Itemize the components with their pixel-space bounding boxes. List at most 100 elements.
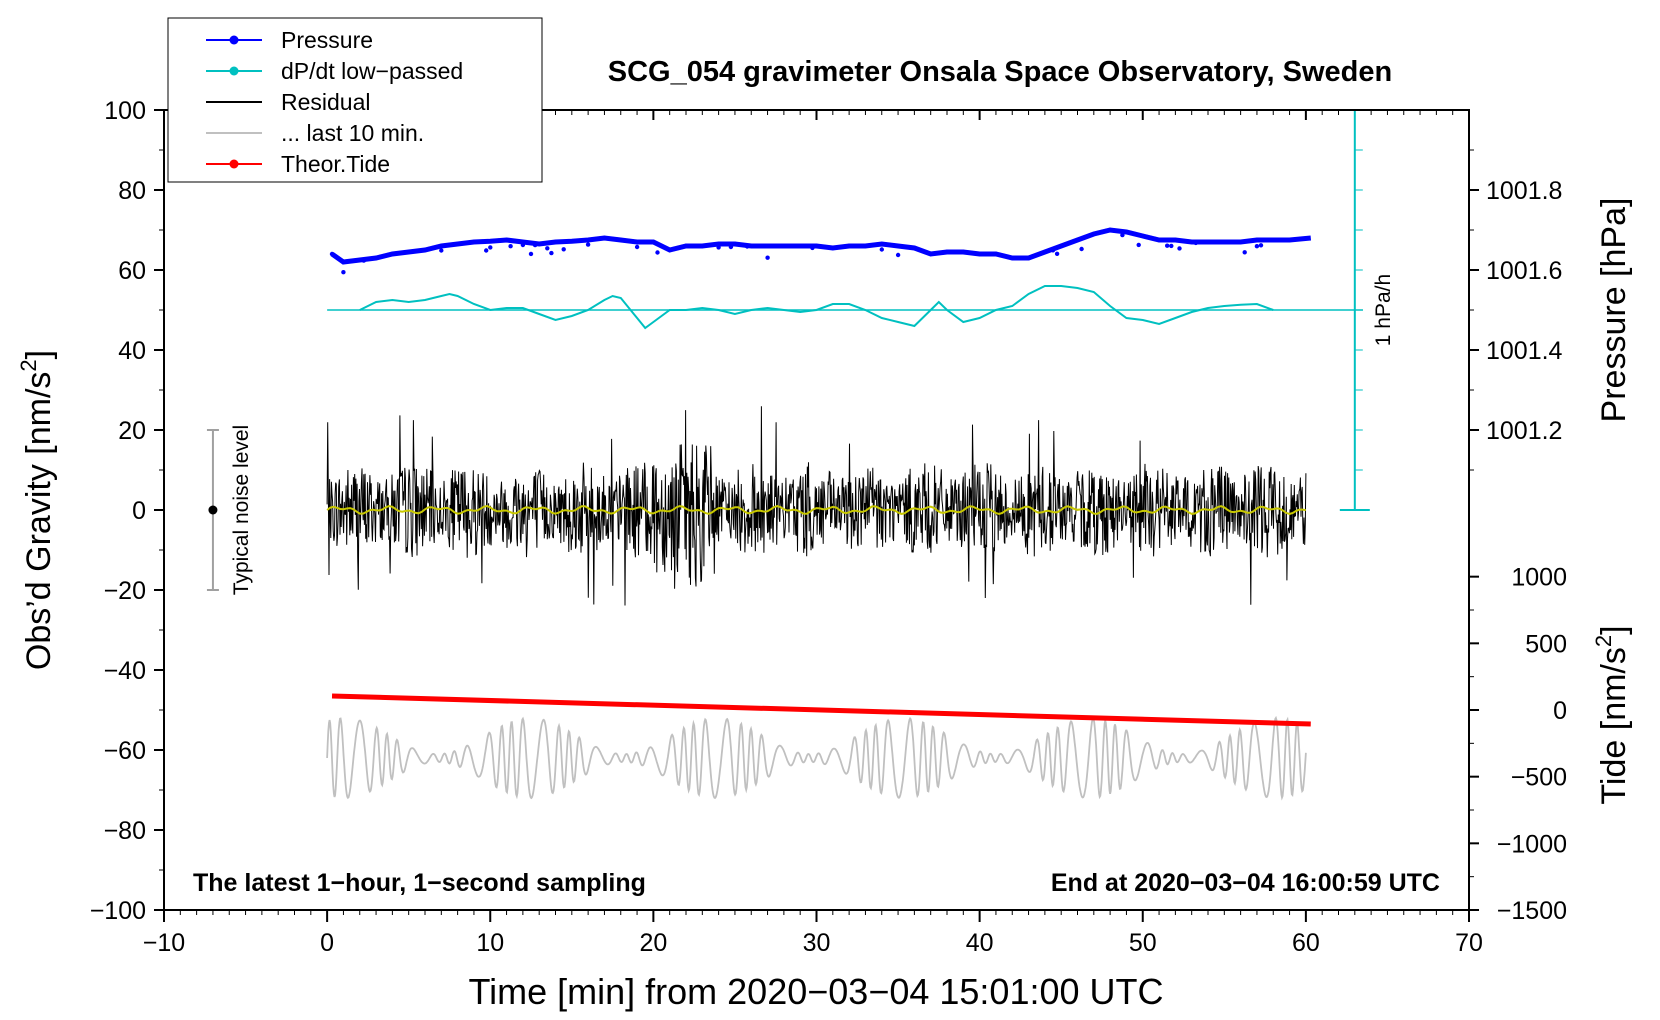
pressure-point (618, 237, 623, 243)
pressure-point (459, 241, 464, 246)
pressure-point (1030, 254, 1035, 259)
pressure-point (1258, 243, 1264, 248)
pressure-point (496, 238, 501, 243)
pressure-point (924, 250, 929, 255)
pressure-tick-label: 1001.6 (1486, 257, 1562, 285)
pressure-point (1018, 255, 1023, 261)
pressure-point (724, 241, 729, 247)
tick-labels: −10 0 10 20 30 40 50 60 70100806040200−20−40−60−… (90, 97, 1567, 957)
pressure-point (1034, 252, 1039, 258)
pressure-point (1230, 239, 1235, 245)
pressure-point (671, 246, 676, 252)
pressure-point (528, 251, 534, 257)
pressure-point (1014, 255, 1019, 261)
pressure-point (1283, 237, 1288, 243)
pressure-point (940, 250, 946, 255)
pressure-point (700, 243, 705, 249)
pressure-point (390, 251, 395, 257)
pressure-point (683, 243, 689, 249)
pressure-point (1099, 229, 1105, 235)
pressure-point (1046, 248, 1052, 253)
pressure-point (667, 247, 672, 253)
pressure-point (928, 251, 933, 257)
pressure-point (961, 249, 966, 255)
pressure-point (410, 249, 415, 254)
pressure-point (916, 247, 921, 252)
pressure-point (361, 258, 366, 263)
x-tick-label: 60 (1292, 929, 1320, 957)
tide-tick-label: −1500 (1497, 897, 1567, 925)
x-tick-label: −10 (143, 929, 185, 957)
pressure-point (830, 245, 835, 251)
pressure-point (1059, 243, 1064, 249)
pressure-point (679, 244, 685, 250)
pressure-tick-label: 1001.4 (1486, 337, 1563, 365)
legend-items: Pressure dP/dt low−passed Residual ... last… (206, 27, 463, 177)
pressure-point (793, 243, 799, 249)
pressure-point (341, 270, 346, 275)
pressure-point (349, 258, 354, 264)
pressure-point (500, 238, 505, 243)
pressure-point (1193, 240, 1199, 246)
pressure-point (1156, 237, 1162, 243)
pressure-point (1185, 239, 1190, 244)
pressure-point (338, 257, 343, 263)
pressure-point (471, 239, 477, 245)
pressure-point (1038, 251, 1044, 256)
pressure-point (561, 247, 566, 252)
pressure-point (969, 250, 974, 256)
pressure-tick-label: 1001.2 (1486, 417, 1562, 445)
pressure-point (455, 241, 460, 247)
pressure-point (842, 244, 848, 249)
pressure-point (871, 242, 876, 248)
y-axis-label-left: Obs’d Gravity [nm/s2] (16, 350, 58, 670)
pressure-point (626, 238, 632, 244)
pressure-point (887, 242, 893, 248)
pressure-point (965, 250, 970, 255)
pressure-point (353, 258, 358, 263)
pressure-point (1214, 239, 1219, 245)
pressure-point (398, 250, 403, 256)
pressure-point (431, 245, 436, 251)
pressure-point (1022, 255, 1027, 261)
pressure-point (1103, 228, 1109, 234)
last-10-min-line (326, 715, 1307, 801)
pressure-point (1205, 239, 1211, 245)
pressure-point (708, 242, 713, 248)
pressure-point (1144, 234, 1150, 240)
pressure-point (610, 236, 615, 242)
annotation-end-time: End at 2020−03−04 16:00:59 UTC (1051, 869, 1440, 897)
y-tick-label: −20 (104, 577, 146, 605)
pressure-point (740, 242, 746, 248)
pressure-point (789, 243, 795, 249)
y-tick-label: −60 (104, 737, 146, 765)
pressure-point (357, 257, 362, 263)
y-tick-label: −100 (90, 897, 146, 925)
x-tick-label: 20 (639, 929, 667, 957)
pressure-point (675, 245, 680, 251)
pressure-point (1116, 228, 1121, 234)
legend-label: ... last 10 min. (281, 120, 424, 146)
pressure-point (373, 255, 379, 261)
pressure-point (638, 239, 644, 245)
pressure-point (634, 244, 640, 250)
pressure-point (1201, 239, 1207, 245)
pressure-point (1209, 239, 1215, 245)
pressure-point (598, 236, 603, 241)
pressure-point (1267, 237, 1272, 243)
pressure-point (545, 246, 550, 251)
pressure-point (1287, 237, 1292, 243)
pressure-point (467, 240, 473, 245)
pressure-point (761, 243, 766, 249)
pressure-point (908, 245, 913, 250)
pressure-point (443, 243, 448, 248)
pressure-point (957, 249, 962, 255)
pressure-point (382, 253, 387, 259)
pressure-point (867, 243, 872, 248)
legend-box (167, 17, 543, 183)
residual-line (326, 406, 1307, 606)
chart-title: SCG_054 gravimeter Onsala Space Observat… (608, 56, 1392, 88)
pressure-point (818, 244, 823, 249)
pressure-point (904, 244, 909, 250)
